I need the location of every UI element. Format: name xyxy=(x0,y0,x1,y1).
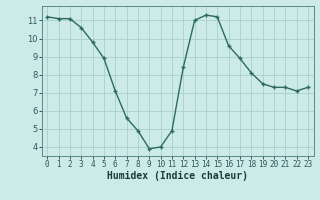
X-axis label: Humidex (Indice chaleur): Humidex (Indice chaleur) xyxy=(107,171,248,181)
